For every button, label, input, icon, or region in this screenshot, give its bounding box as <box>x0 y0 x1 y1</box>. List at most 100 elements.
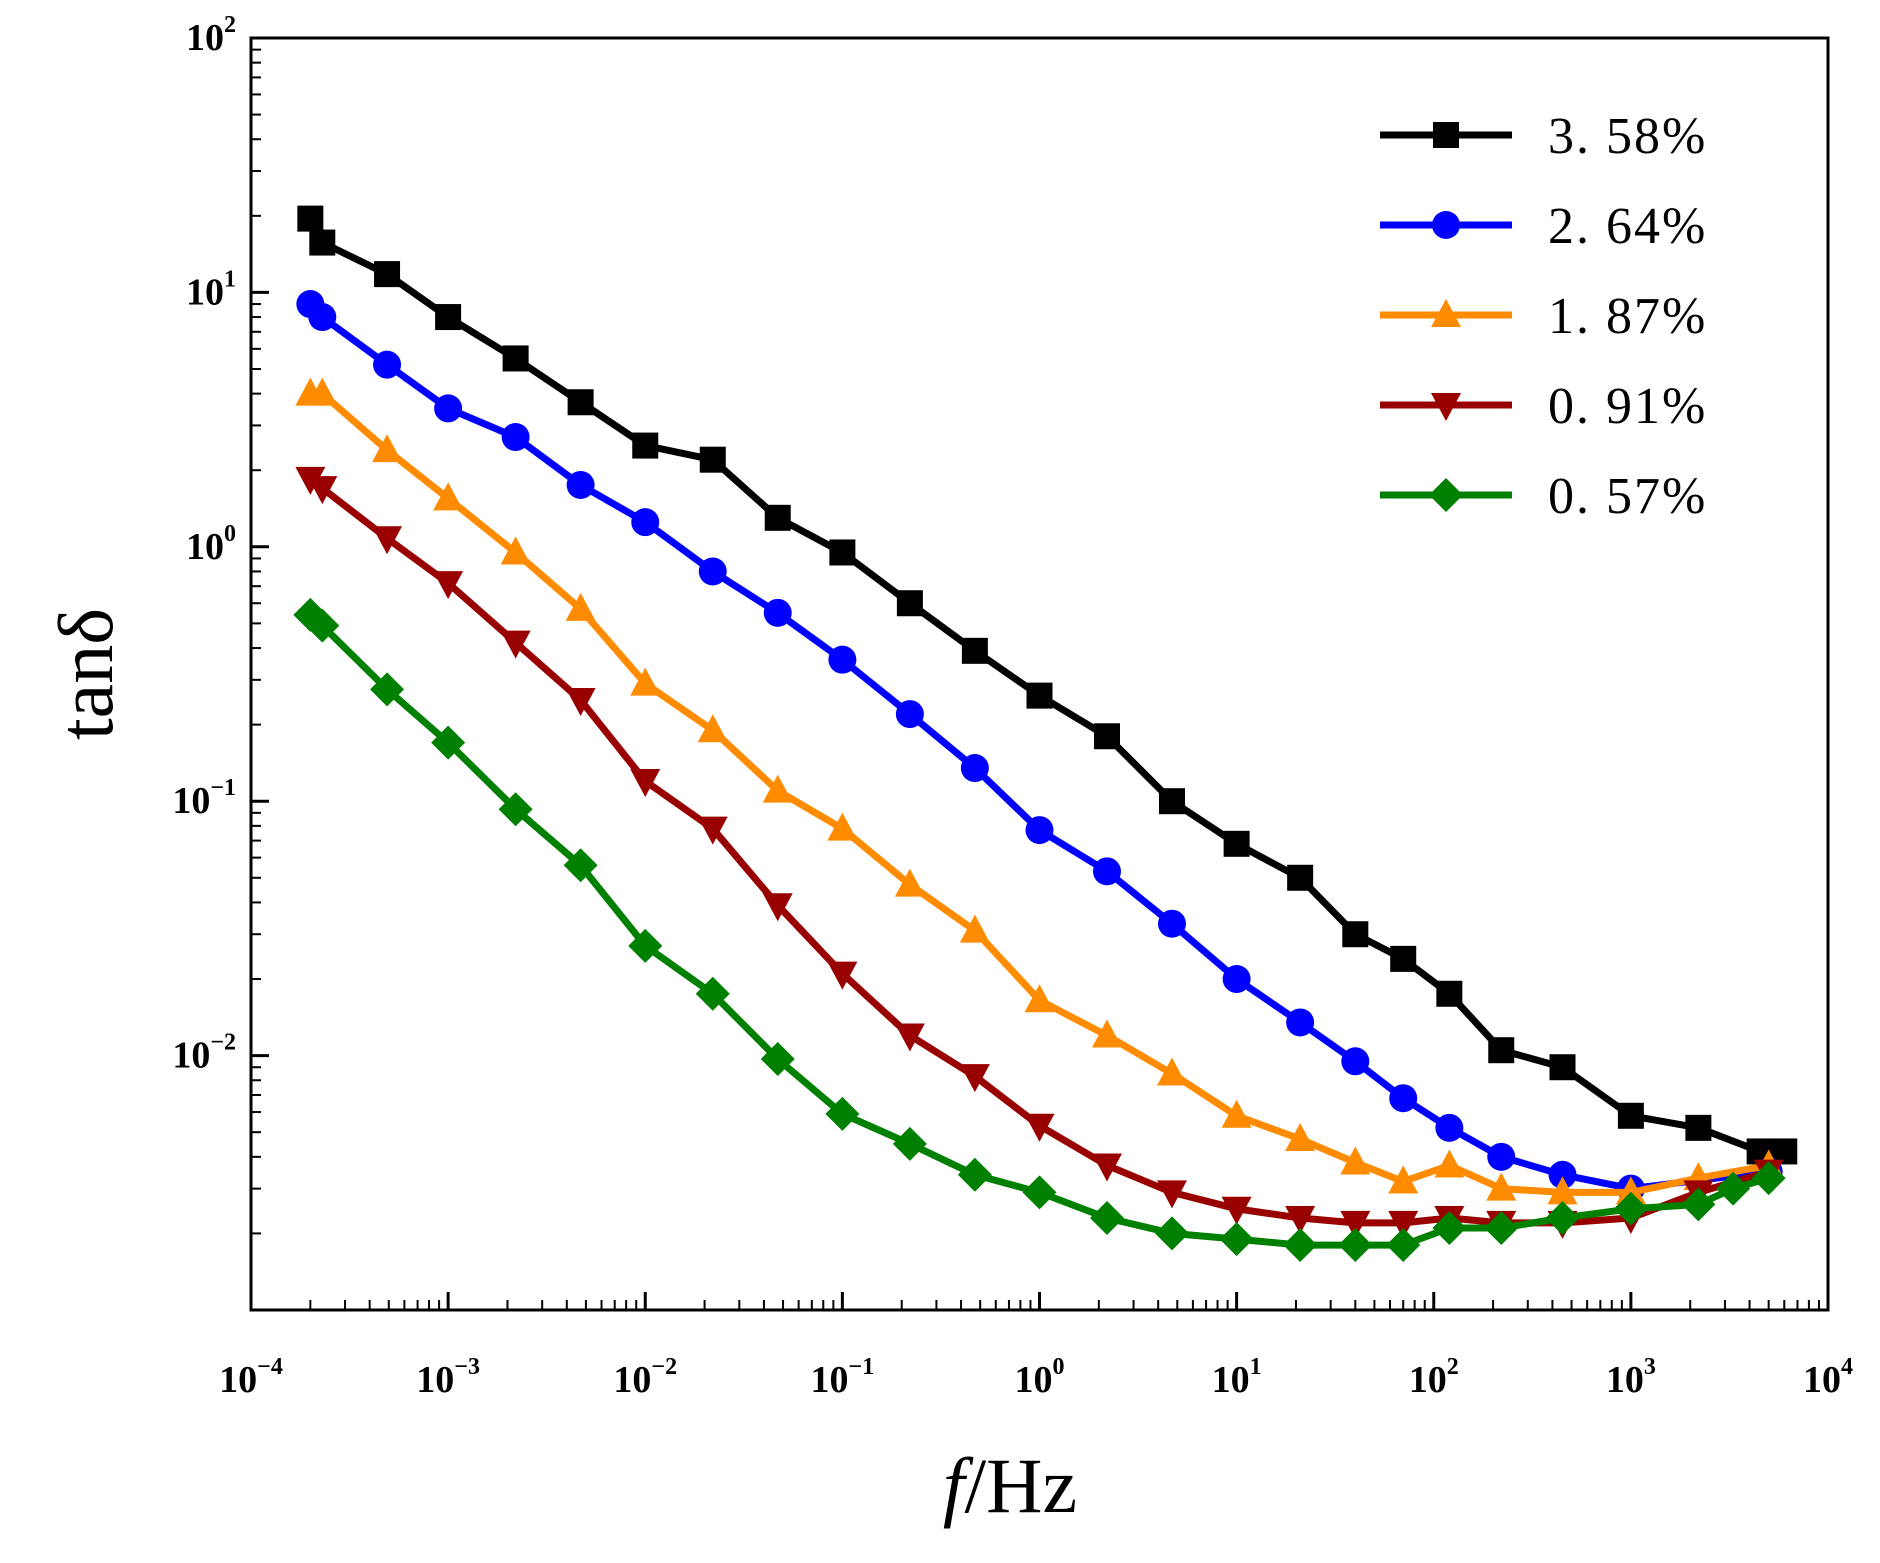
legend: 3. 58% 2. 64% 1. 87% 0. 91% 0. 57% <box>1380 108 1707 525</box>
data-point <box>827 812 858 841</box>
data-point <box>698 557 727 586</box>
legend-label: 3. 58% <box>1548 108 1707 165</box>
data-point <box>959 1064 990 1093</box>
x-tick-base: 10 <box>613 1359 651 1401</box>
data-point <box>1617 1102 1644 1129</box>
data-point <box>1025 816 1054 845</box>
data-point <box>894 868 925 897</box>
data-point <box>1613 1191 1648 1226</box>
series-layer <box>293 205 1798 1263</box>
legend-marker <box>1433 122 1459 148</box>
data-point <box>630 667 661 696</box>
series-4 <box>295 466 1784 1239</box>
data-point <box>763 598 792 627</box>
plot-frame <box>249 36 1830 1312</box>
x-tick-exp: 4 <box>1841 1354 1853 1380</box>
data-point <box>309 229 336 256</box>
legend-item: 3. 58% <box>1380 108 1707 165</box>
x-tick-exp: −3 <box>454 1354 480 1380</box>
data-point <box>1157 909 1186 938</box>
data-point <box>762 893 793 922</box>
data-point <box>297 205 324 232</box>
x-tick-label: 101 <box>1212 1354 1262 1401</box>
y-tick-label: 100 <box>186 521 236 568</box>
data-point <box>827 961 858 990</box>
data-point <box>1545 1200 1580 1235</box>
data-point <box>1615 1176 1646 1205</box>
y-tick-base: 10 <box>186 271 224 313</box>
y-tick-base: 10 <box>172 780 210 822</box>
y-axis-title: tanδ <box>42 608 129 740</box>
data-point <box>1338 1228 1373 1263</box>
data-point <box>829 539 856 566</box>
data-point <box>762 774 793 803</box>
x-tick-base: 10 <box>416 1359 454 1401</box>
data-point <box>374 261 401 288</box>
series-line <box>308 476 1770 1227</box>
x-tick-base: 10 <box>1409 1359 1447 1401</box>
data-point <box>699 446 726 473</box>
x-tick-base: 10 <box>811 1359 849 1401</box>
data-point <box>372 526 403 555</box>
data-point <box>1487 1142 1516 1171</box>
y-tick-exp: 2 <box>224 12 236 38</box>
x-tick-label: 102 <box>1409 1354 1459 1401</box>
data-point <box>1685 1114 1712 1141</box>
x-tick-base: 10 <box>1212 1359 1250 1401</box>
data-point <box>1221 1099 1252 1128</box>
y-tick-exp: 1 <box>224 266 236 292</box>
y-tick-label: 101 <box>186 266 236 313</box>
x-tick-exp: 1 <box>1250 1354 1262 1380</box>
data-point <box>632 432 659 459</box>
x-tick-exp: 2 <box>1447 1354 1459 1380</box>
data-point <box>1090 1200 1125 1235</box>
data-point <box>435 304 462 331</box>
data-point <box>1156 1057 1187 1086</box>
data-point <box>1388 1165 1419 1194</box>
data-point <box>307 377 338 406</box>
minor-ticks <box>251 48 1820 1310</box>
series-1 <box>297 205 1798 1165</box>
data-point <box>307 476 338 505</box>
data-point <box>502 345 529 372</box>
data-point <box>1154 1216 1189 1251</box>
legend-marker <box>1429 478 1463 512</box>
data-point <box>498 792 533 827</box>
legend-label: 0. 91% <box>1548 378 1707 435</box>
x-tick-exp: −4 <box>257 1354 283 1380</box>
data-point <box>1026 682 1053 709</box>
series-5 <box>293 597 1786 1263</box>
legend-label: 1. 87% <box>1548 288 1707 345</box>
data-point <box>1681 1187 1716 1222</box>
data-point <box>1434 1149 1465 1178</box>
data-point <box>1488 1037 1515 1064</box>
data-point <box>1092 1019 1123 1048</box>
x-axis-title-unit: /Hz <box>965 1442 1078 1529</box>
data-point <box>961 637 988 664</box>
y-tick-exp: −1 <box>210 775 236 801</box>
data-point <box>308 303 337 332</box>
data-point <box>764 504 791 531</box>
x-axis-title: f/Hz <box>943 1442 1077 1529</box>
x-tick-label: 104 <box>1803 1354 1853 1401</box>
data-point <box>433 571 464 600</box>
data-point <box>959 914 990 943</box>
data-point <box>501 423 530 452</box>
data-point <box>1156 1180 1187 1209</box>
data-point <box>1436 980 1463 1007</box>
data-point <box>1388 1210 1419 1239</box>
data-point <box>1435 1113 1464 1142</box>
data-point <box>960 754 989 783</box>
data-point <box>828 645 857 674</box>
y-tick-base: 10 <box>172 1035 210 1077</box>
legend-marker <box>1431 299 1461 327</box>
data-point <box>500 630 531 659</box>
x-tick-label: 103 <box>1606 1354 1656 1401</box>
x-tick-label: 10−1 <box>811 1354 875 1401</box>
data-point <box>1286 1008 1315 1037</box>
y-tick-exp: 0 <box>224 521 236 547</box>
data-point <box>892 1126 927 1161</box>
data-point <box>1093 857 1122 886</box>
data-point <box>628 928 663 963</box>
